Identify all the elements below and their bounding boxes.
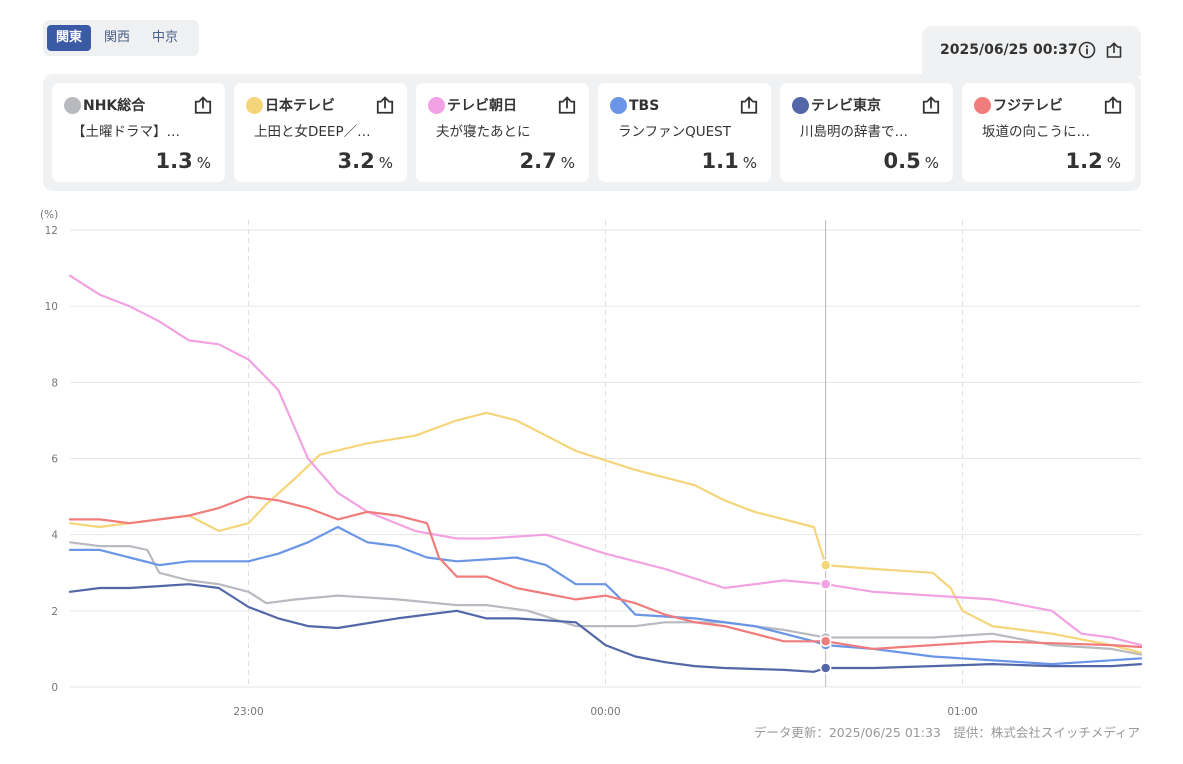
y-tick-label: 0: [51, 682, 58, 694]
cursor-point: [819, 559, 832, 571]
series-line: [68, 411, 1143, 654]
rating-value: 1.2%: [1065, 149, 1121, 173]
share-icon[interactable]: [375, 95, 395, 115]
share-icon[interactable]: [557, 95, 577, 115]
program-title: 夫が寝たあとに: [436, 124, 531, 140]
channel-card-tv-asahi[interactable]: テレビ朝日 夫が寝たあとに 2.7%: [416, 83, 589, 182]
channel-color-dot: [246, 97, 263, 114]
channel-name: TBS: [629, 98, 660, 114]
y-tick-label: 12: [45, 225, 58, 237]
program-title: 【土曜ドラマ】…: [72, 124, 180, 140]
program-title: ランファンQUEST: [618, 124, 731, 140]
channel-color-dot: [428, 97, 445, 114]
channel-color-dot: [64, 97, 81, 114]
y-tick-label: 10: [45, 301, 58, 313]
y-tick-label: 4: [51, 530, 58, 542]
timestamp: 2025/06/25 00:37: [940, 42, 1078, 58]
share-icon[interactable]: [1104, 40, 1124, 60]
channel-name: NHK総合: [83, 98, 146, 114]
y-tick-label: 6: [51, 454, 58, 466]
info-icon[interactable]: [1077, 40, 1097, 60]
x-tick-label: 23:00: [233, 706, 263, 718]
channel-cards: NHK総合 【土曜ドラマ】… 1.3% 日本テレビ 上田と女DEEP／… 3.2…: [52, 83, 1135, 182]
share-icon[interactable]: [739, 95, 759, 115]
series-line: [68, 274, 1143, 647]
y-axis-unit-label: (%): [40, 209, 58, 221]
y-tick-label: 8: [51, 377, 58, 389]
data-source-footer: データ更新：2025/06/25 01:33 提供：株式会社スイッチメディア: [753, 725, 1140, 740]
channel-name: テレビ東京: [811, 98, 881, 114]
ratings-line-chart[interactable]: (%) 0 2 4 6 8 10 12 23:00 00:00 01:00: [0, 200, 1183, 720]
series-line: [68, 525, 1143, 666]
channel-panel: [43, 74, 1141, 191]
region-tabs: 関東 関西 中京: [43, 20, 199, 56]
channel-card-fuji-tv[interactable]: フジテレビ 坂道の向こうに… 1.2%: [962, 83, 1135, 182]
cursor-point: [819, 635, 832, 648]
channel-card-tbs[interactable]: TBS ランファンQUEST 1.1%: [598, 83, 771, 182]
channel-name: テレビ朝日: [447, 98, 517, 114]
channel-card-ntv[interactable]: 日本テレビ 上田と女DEEP／… 3.2%: [234, 83, 407, 182]
rating-value: 1.3%: [155, 149, 211, 173]
share-icon[interactable]: [921, 95, 941, 115]
share-icon[interactable]: [193, 95, 213, 115]
channel-card-tv-tokyo[interactable]: テレビ東京 川島明の辞書で… 0.5%: [780, 83, 953, 182]
timestamp-panel: [922, 26, 1141, 76]
region-tab-kanto[interactable]: 関東: [47, 25, 92, 51]
program-title: 上田と女DEEP／…: [254, 124, 371, 140]
series-line: [68, 541, 1143, 656]
channel-name: 日本テレビ: [265, 98, 335, 114]
cursor-point: [819, 578, 832, 590]
program-title: 坂道の向こうに…: [982, 124, 1090, 140]
program-title: 川島明の辞書で…: [800, 124, 908, 140]
region-tab-kansai[interactable]: 関西: [104, 30, 131, 45]
channel-card-nhk[interactable]: NHK総合 【土曜ドラマ】… 1.3%: [52, 83, 225, 182]
series-line: [68, 583, 1143, 673]
x-tick-label: 00:00: [590, 706, 620, 718]
series-line: [68, 495, 1143, 650]
channel-color-dot: [610, 97, 627, 114]
rating-value: 3.2%: [337, 149, 393, 173]
rating-value: 0.5%: [883, 149, 939, 173]
x-tick-label: 01:00: [947, 706, 977, 718]
share-icon[interactable]: [1103, 95, 1123, 115]
rating-value: 1.1%: [701, 149, 757, 173]
y-tick-label: 2: [51, 606, 58, 618]
channel-color-dot: [974, 97, 991, 114]
region-tab-chukyo[interactable]: 中京: [152, 30, 179, 45]
rating-value: 2.7%: [519, 149, 575, 173]
cursor-point: [819, 662, 832, 674]
channel-name: フジテレビ: [993, 98, 1063, 114]
channel-color-dot: [792, 97, 809, 114]
